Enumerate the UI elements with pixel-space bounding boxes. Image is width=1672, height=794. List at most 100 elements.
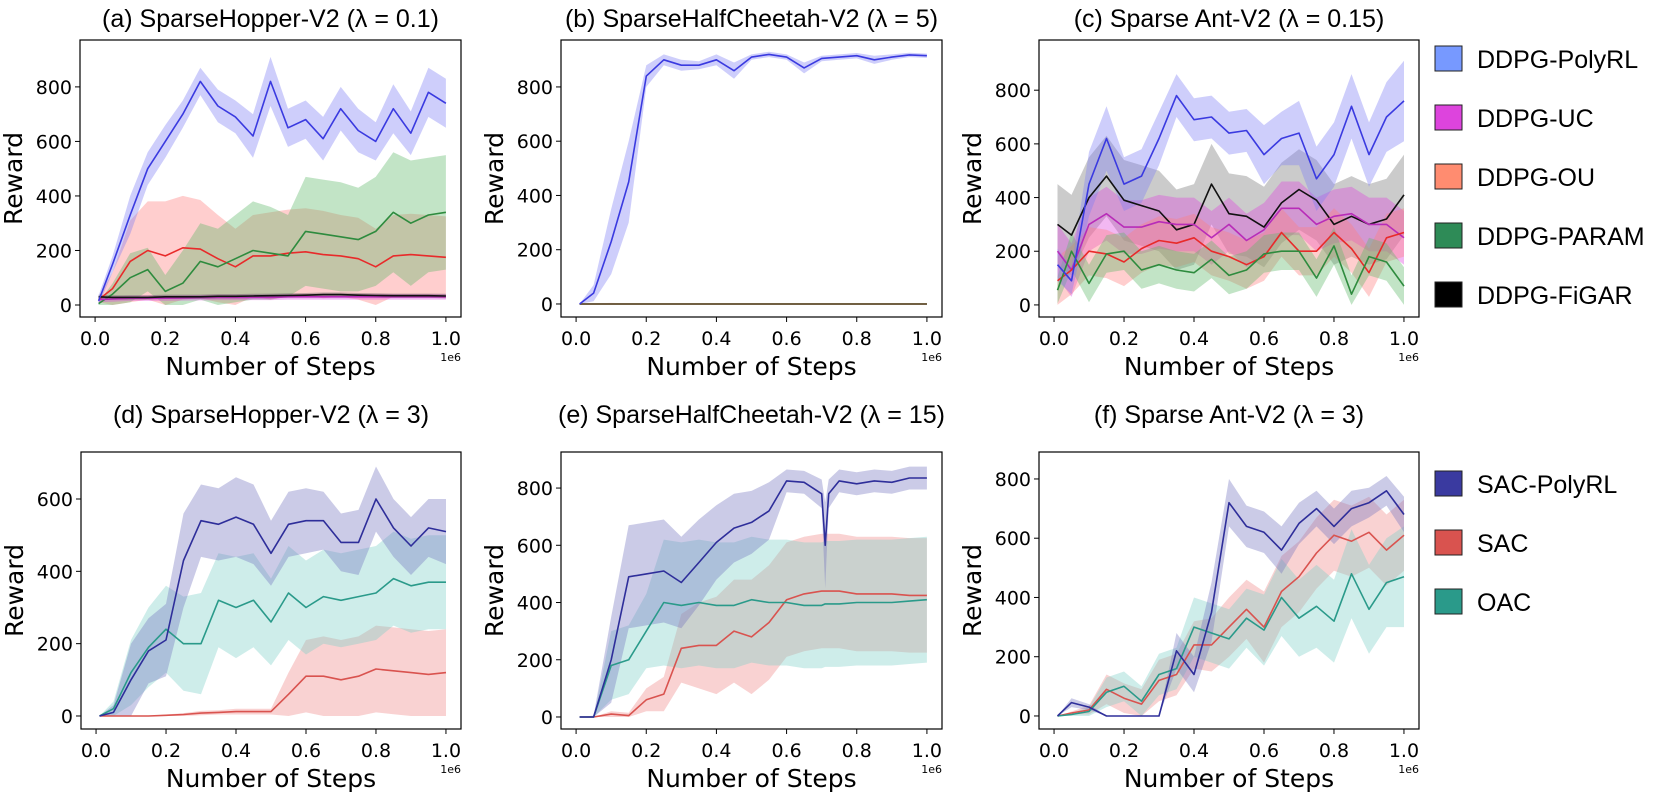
legend-label: DDPG-OU — [1477, 164, 1595, 192]
x-tick-label: 0.8 — [361, 740, 391, 762]
x-tick-label: 0.0 — [1039, 328, 1069, 350]
x-tick-label: 0.4 — [1179, 328, 1209, 350]
legend-label: DDPG-PolyRL — [1477, 46, 1638, 74]
band-ddpg-polyrl — [1057, 60, 1404, 295]
y-tick-label: 800 — [995, 80, 1031, 102]
band-ddpg-uc — [1057, 181, 1404, 297]
x-tick-label: 0.6 — [1249, 740, 1279, 762]
x-tick-label: 0.2 — [151, 740, 181, 762]
x-tick-label: 0.4 — [221, 740, 251, 762]
x-axis-label: Number of Steps — [646, 352, 856, 381]
x-tick-label: 0.0 — [1039, 740, 1069, 762]
x-tick-label: 1.0 — [912, 740, 942, 762]
x-tick-label: 0.4 — [1179, 740, 1209, 762]
band-sac — [99, 625, 446, 716]
x-tick-label: 0.4 — [220, 328, 250, 350]
y-tick-label: 400 — [995, 587, 1031, 609]
y-tick-label: 600 — [517, 131, 553, 153]
y-tick-label: 800 — [995, 469, 1031, 491]
band-oac — [99, 531, 446, 716]
band-ddpg-polyrl — [579, 51, 927, 305]
x-tick-label: 0.0 — [561, 740, 591, 762]
x-tick-label: 0.8 — [361, 328, 391, 350]
x-offset-label: 1e6 — [440, 351, 461, 364]
line-ddpg-uc — [98, 295, 446, 301]
legend-label: DDPG-UC — [1477, 105, 1594, 133]
x-tick-label: 0.8 — [842, 740, 872, 762]
axes-frame — [560, 451, 943, 730]
legend: SAC-PolyRL SAC OAC — [1434, 470, 1617, 617]
line-sac — [99, 668, 447, 717]
x-tick-label: 0.0 — [81, 740, 111, 762]
legend-swatch — [1434, 529, 1463, 556]
y-tick-label: 200 — [37, 634, 73, 656]
y-tick-label: 600 — [517, 535, 553, 557]
y-axis-label: Reward — [958, 132, 987, 225]
x-axis-label: Number of Steps — [166, 764, 376, 793]
line-sac — [579, 590, 927, 718]
panel-title: (e) SparseHalfCheetah-V2 (λ = 15) — [558, 401, 945, 429]
y-tick-label: 200 — [995, 241, 1031, 263]
x-tick-label: 0.6 — [771, 740, 801, 762]
x-tick-label: 1.0 — [431, 740, 461, 762]
panel-title: (c) Sparse Ant-V2 (λ = 0.15) — [1074, 5, 1385, 33]
panel-title: (f) Sparse Ant-V2 (λ = 3) — [1094, 401, 1364, 429]
y-axis-label: Reward — [0, 132, 28, 225]
y-tick-label: 200 — [995, 647, 1031, 669]
plot-area — [579, 51, 927, 305]
x-offset-label: 1e6 — [921, 351, 942, 364]
legend-label: DDPG-FiGAR — [1477, 282, 1633, 310]
x-tick-label: 0.0 — [80, 328, 110, 350]
axes-frame — [1038, 39, 1420, 318]
band-sac-polyrl — [1057, 476, 1404, 716]
panel-title: (d) SparseHopper-V2 (λ = 3) — [113, 401, 429, 429]
y-tick-label: 600 — [995, 134, 1031, 156]
x-tick-label: 0.6 — [290, 328, 320, 350]
band-sac-polyrl — [99, 466, 446, 716]
legend: DDPG-PolyRL DDPG-UC DDPG-OU DDPG-PARAM DDPG-… — [1434, 45, 1645, 310]
y-tick-label: 0 — [1019, 706, 1031, 728]
x-axis-label: Number of Steps — [1124, 764, 1334, 793]
x-tick-label: 1.0 — [1389, 328, 1419, 350]
x-tick-label: 0.0 — [561, 328, 591, 350]
axes-frame — [560, 39, 943, 318]
x-tick-label: 1.0 — [912, 328, 942, 350]
band-ddpg-param — [1057, 227, 1404, 305]
plot-area — [1056, 60, 1405, 305]
line-ddpg-figar — [1057, 175, 1405, 236]
x-axis-label: Number of Steps — [1124, 352, 1334, 381]
y-axis-label: Reward — [0, 544, 29, 637]
x-tick-label: 0.8 — [842, 328, 872, 350]
panel-f: 0.0 0.2 0.4 0.6 0.8 1.0 0 200 400 600 800 1e6 Number… — [958, 401, 1617, 793]
plot-area — [97, 56, 447, 306]
y-tick-label: 0 — [1019, 295, 1031, 317]
line-ddpg-polyrl — [97, 80, 447, 302]
line-ddpg-param — [1056, 245, 1405, 296]
line-sac-polyrl — [99, 498, 447, 717]
legend-swatch — [1434, 281, 1463, 308]
axes-frame — [80, 451, 462, 730]
x-axis-label: Number of Steps — [165, 352, 375, 381]
y-tick-label: 600 — [37, 489, 73, 511]
band-ddpg-ou — [98, 195, 446, 305]
x-tick-label: 0.8 — [1319, 328, 1349, 350]
x-tick-label: 0.6 — [771, 328, 801, 350]
plot-area — [1056, 476, 1405, 717]
y-tick-label: 800 — [517, 77, 553, 99]
y-axis-label: Reward — [480, 132, 509, 225]
panel-title: (b) SparseHalfCheetah-V2 (λ = 5) — [565, 5, 938, 33]
line-ddpg-figar — [98, 293, 446, 299]
x-tick-label: 0.6 — [1249, 328, 1279, 350]
y-tick-label: 400 — [517, 593, 553, 615]
x-axis-label: Number of Steps — [646, 764, 856, 793]
y-tick-label: 400 — [36, 186, 72, 208]
x-offset-label: 1e6 — [440, 763, 461, 776]
legend-label: OAC — [1477, 589, 1531, 617]
line-oac — [99, 577, 446, 717]
y-tick-label: 400 — [37, 561, 73, 583]
band-oac — [1057, 526, 1404, 716]
axes-frame — [79, 39, 462, 318]
band-sac-polyrl — [579, 466, 927, 717]
panel-a: 0.0 0.2 0.4 0.6 0.8 1.0 0 200 400 600 800 1e6 Number… — [0, 5, 462, 381]
legend-swatch — [1434, 45, 1463, 72]
